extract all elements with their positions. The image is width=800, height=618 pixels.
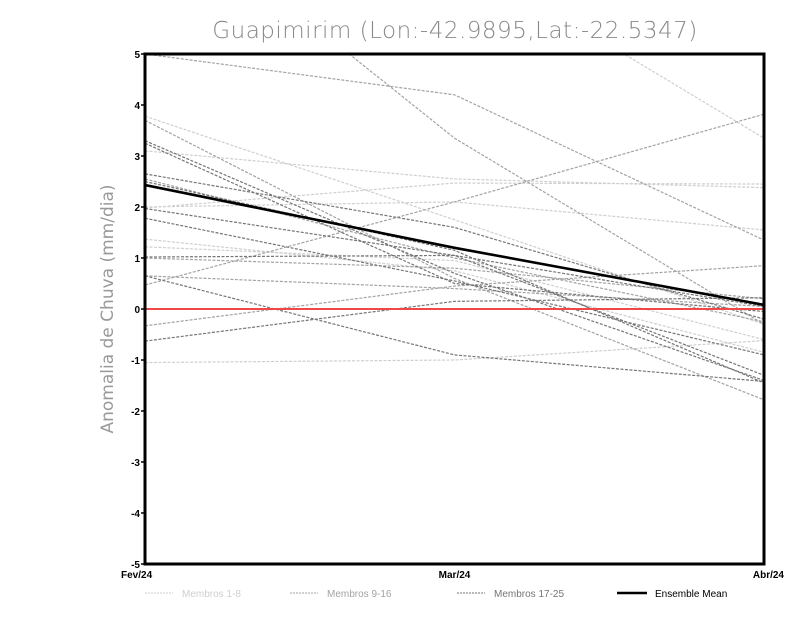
member-line-4: [145, 238, 764, 353]
y-tick-label: -1: [131, 356, 140, 367]
y-tick-label: -2: [131, 407, 140, 418]
member-line-24: [145, 297, 764, 342]
y-tick-label: -3: [131, 458, 140, 469]
member-line-8: [145, 201, 764, 231]
legend-label-1: Membros 1-8: [182, 589, 241, 600]
member-line-22: [145, 254, 764, 308]
member-line-21: [145, 217, 764, 356]
legend-label-4: Ensemble Mean: [655, 589, 727, 600]
member-line-11: [145, 113, 764, 286]
member-line-2: [145, 150, 764, 189]
member-line-23: [145, 275, 764, 383]
x-tick-label: Abr/24: [753, 570, 785, 581]
x-tick-label: Fev/24: [121, 570, 153, 581]
member-line-3: [145, 182, 764, 209]
member-line-19: [145, 180, 764, 384]
chart-title: Guapimirim (Lon:-42.9895,Lat:-22.5347): [212, 18, 698, 44]
member-line-25: [145, 142, 764, 313]
member-line-9: [145, 54, 764, 241]
member-line-10: [348, 54, 764, 325]
y-tick-label: 4: [134, 101, 140, 112]
member-line-1: [145, 115, 764, 325]
ensemble-mean-line: [145, 183, 764, 307]
x-tick-label: Mar/24: [439, 570, 471, 581]
y-tick-label: 3: [134, 152, 140, 163]
y-tick-label: 5: [134, 50, 140, 61]
member-line-6: [145, 340, 764, 364]
member-line-20: [145, 207, 764, 376]
member-line-12: [145, 119, 764, 401]
legend-label-2: Membros 9-16: [327, 589, 392, 600]
y-tick-label: 0: [134, 305, 140, 316]
member-line-18: [145, 173, 764, 320]
member-line-17: [145, 140, 764, 381]
y-tick-label: 2: [134, 203, 140, 214]
y-tick-label: 1: [134, 254, 140, 265]
member-line-7: [622, 54, 764, 139]
member-line-15: [145, 265, 764, 327]
y-tick-label: -5: [131, 560, 140, 571]
legend-label-3: Membros 17-25: [494, 589, 564, 600]
series-group: [145, 54, 764, 401]
y-tick-label: -4: [131, 509, 140, 520]
member-line-5: [145, 246, 764, 341]
